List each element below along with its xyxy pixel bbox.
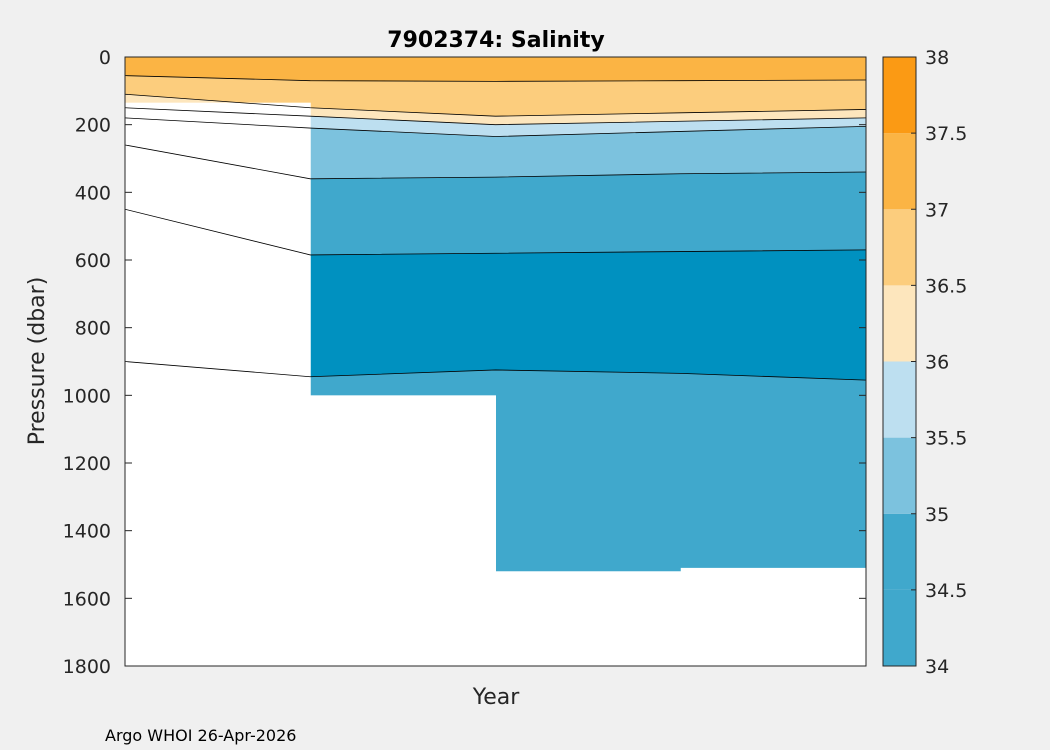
colorbar-tick-label: 37 xyxy=(925,199,949,221)
y-tick-label: 1600 xyxy=(63,588,111,610)
chart-title: 7902374: Salinity xyxy=(387,28,604,53)
colorbar-segment xyxy=(883,589,916,666)
salinity-band-37-37.5 xyxy=(125,57,866,82)
no-data-region-profile-1 xyxy=(125,102,311,667)
y-tick-label: 600 xyxy=(75,250,111,272)
x-axis-label: Year xyxy=(472,685,521,710)
contour-line xyxy=(125,144,866,180)
y-axis-label: Pressure (dbar) xyxy=(25,277,50,446)
y-axis-ticks: 0 200 400 600 800 1000 1200 1400 1600 1800 xyxy=(63,47,866,678)
colorbar-tick-label: 38 xyxy=(925,47,949,69)
y-tick-label: 400 xyxy=(75,182,111,204)
y-tick-label: 1200 xyxy=(63,453,111,475)
y-tick-label: 1000 xyxy=(63,385,111,407)
contour-line xyxy=(125,107,866,126)
no-data-region-profile-2 xyxy=(310,395,496,666)
colorbar-tick-label: 34 xyxy=(925,656,949,678)
y-tick-label: 800 xyxy=(75,318,111,340)
contour-line xyxy=(125,208,866,256)
y-tick-label: 1400 xyxy=(63,521,111,543)
no-data-mask xyxy=(125,102,867,667)
colorbar-segment xyxy=(883,285,916,362)
salinity-band-36-36.5 xyxy=(125,94,866,125)
colorbar-tick-label: 36.5 xyxy=(925,275,967,297)
contour-line xyxy=(125,117,866,137)
colorbar-tick-label: 35 xyxy=(925,504,949,526)
colorbar-tick-label: 36 xyxy=(925,352,949,374)
plot-frame xyxy=(124,56,867,667)
contour-line xyxy=(125,361,866,381)
colorbar-tick-label: 37.5 xyxy=(925,123,967,145)
no-data-region-profile-3 xyxy=(495,571,682,666)
salinity-band-35.5-36 xyxy=(125,107,866,137)
y-tick-label: 0 xyxy=(99,47,111,69)
colorbar-segment xyxy=(883,361,916,438)
colorbar-segment xyxy=(883,513,916,590)
colorbar-tick-label: 35.5 xyxy=(925,428,967,450)
colorbar: 34 34.5 35 35.5 36 36.5 37 37.5 38 xyxy=(882,47,967,678)
colorbar-tick-label: 34.5 xyxy=(925,580,967,602)
no-data-region-profile-4 xyxy=(680,567,867,666)
colorbar-segment xyxy=(883,437,916,514)
contour-line xyxy=(125,75,866,82)
colorbar-segment xyxy=(883,57,916,134)
y-tick-label: 200 xyxy=(75,115,111,137)
footer-credit: Argo WHOI 26-Apr-2026 xyxy=(105,726,297,745)
contour-lines xyxy=(125,75,866,381)
colorbar-segment xyxy=(883,209,916,286)
y-tick-label: 1800 xyxy=(63,656,111,678)
colorbar-segment xyxy=(883,133,916,210)
contour-line xyxy=(125,93,866,117)
